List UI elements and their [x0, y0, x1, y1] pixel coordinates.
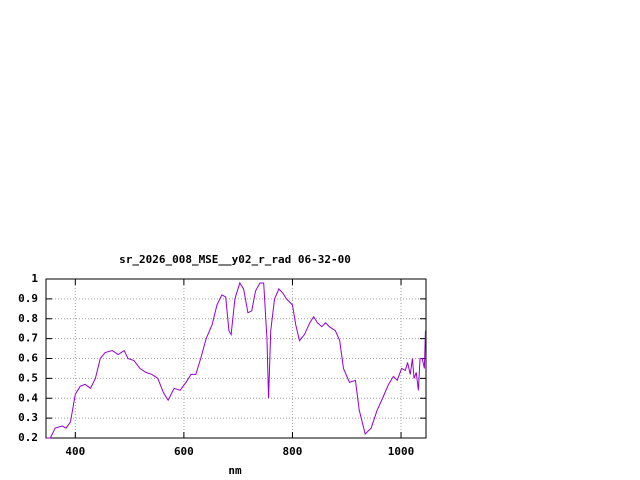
y-tick-label: 0.3: [18, 411, 38, 424]
y-tick-label: 0.6: [18, 352, 38, 365]
data-line: [46, 281, 426, 439]
x-tick-label: 800: [283, 445, 303, 458]
y-tick-label: 0.5: [18, 371, 38, 384]
y-tick-label: 0.7: [18, 332, 38, 345]
x-axis-label: nm: [228, 464, 242, 477]
y-tick-label: 0.9: [18, 292, 38, 305]
chart-title: sr_2026_008_MSE__y02_r_rad 06-32-00: [119, 253, 351, 266]
x-tick-label: 400: [65, 445, 85, 458]
x-tick-label: 600: [174, 445, 194, 458]
y-tick-label: 0.2: [18, 431, 38, 444]
y-tick-label: 0.4: [18, 391, 38, 404]
y-tick-label: 0.8: [18, 312, 38, 325]
plot-border: [45, 278, 427, 439]
y-tick-label: 1: [31, 272, 38, 285]
x-tick-label: 1000: [388, 445, 415, 458]
